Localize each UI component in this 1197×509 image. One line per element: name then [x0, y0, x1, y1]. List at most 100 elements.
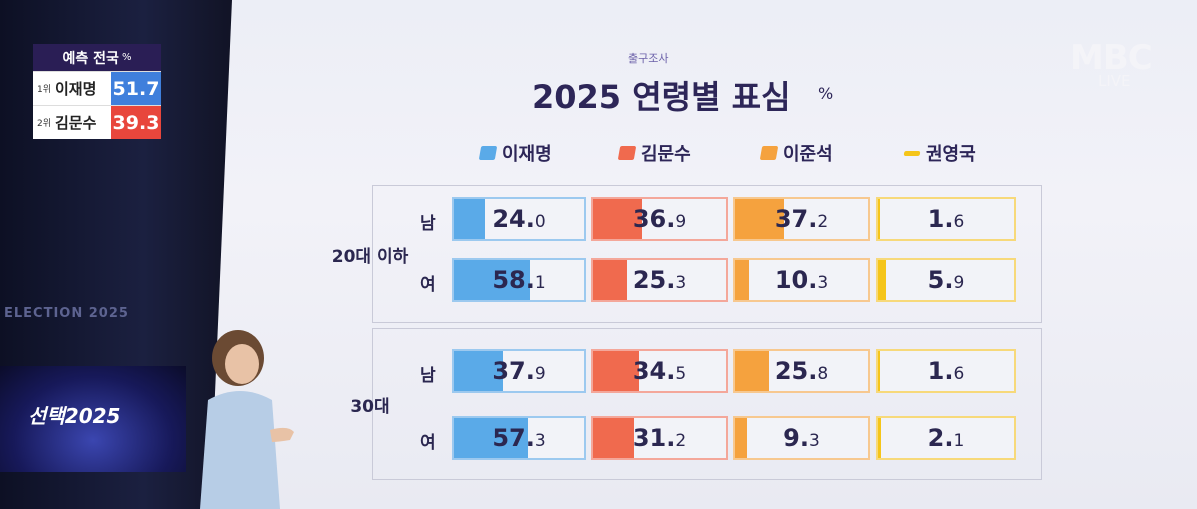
result-value: 1. 6 — [878, 199, 1014, 239]
legend-item: 김문수 — [617, 140, 691, 166]
result-cell: 31. 2 — [591, 416, 728, 460]
monitor-title: 선택2025 — [28, 404, 121, 428]
result-cell: 34. 5 — [591, 349, 728, 393]
result-value: 25. 8 — [735, 351, 868, 391]
value-part: 1 — [953, 431, 965, 451]
result-bar — [593, 199, 643, 239]
result-value: 9. 3 — [735, 418, 868, 458]
result-value: 37. 2 — [735, 199, 868, 239]
result-cell: 37. 2 — [733, 197, 870, 241]
board-unit: % — [818, 84, 834, 103]
value-part: 5. — [927, 266, 954, 294]
rank: 1위 — [36, 85, 51, 95]
legend-item: 이준석 — [759, 140, 833, 166]
candidate-name: 김문수 — [55, 114, 97, 132]
value-part: 24. — [492, 205, 535, 233]
value-part: 3 — [675, 273, 687, 293]
value-part: 6 — [953, 212, 965, 232]
legend-swatch — [759, 146, 779, 160]
value-part: 3 — [809, 431, 820, 451]
score-row: 2위 김문수 39.3 — [33, 105, 161, 139]
vote-share: 39.3 — [111, 106, 161, 139]
scoreboard: 예측 전국 % 1위 이재명 51.7 2위 김문수 39.3 — [33, 44, 161, 139]
board-title: 2025 연령별 표심 — [532, 78, 791, 116]
result-cell: 5. 9 — [876, 258, 1016, 302]
candidate-name: 이재명 — [55, 80, 97, 98]
value-part: 31. — [632, 424, 676, 452]
result-bar — [735, 260, 749, 300]
value-part: 25. — [774, 357, 818, 385]
result-bar — [878, 260, 887, 300]
result-cell: 9. 3 — [733, 416, 870, 460]
value-part: 10. — [774, 266, 818, 294]
value-part: 37. — [774, 205, 818, 233]
result-value: 58. 1 — [454, 260, 584, 300]
value-part: 2 — [817, 212, 829, 232]
stage-monitor: 선택2025 — [0, 366, 186, 472]
result-value: 34. 5 — [593, 351, 726, 391]
result-value: 25. 3 — [593, 260, 726, 300]
result-value: 57. 3 — [454, 418, 584, 458]
stage-text: ELECTION 2025 — [4, 306, 129, 321]
value-part: 9. — [783, 424, 809, 452]
result-value: 36. 9 — [593, 199, 726, 239]
value-part: 36. — [632, 205, 676, 233]
live-label: LIVE — [1098, 72, 1131, 90]
channel-logo: MBC — [1070, 38, 1153, 78]
value-part: 9 — [675, 212, 687, 232]
value-part: 1. — [927, 357, 954, 385]
legend-label: 이준석 — [783, 144, 833, 165]
board-source: 출구조사 — [628, 52, 669, 65]
result-cell: 37. 9 — [452, 349, 586, 393]
result-cell: 1. 6 — [876, 349, 1016, 393]
result-value: 10. 3 — [735, 260, 868, 300]
result-value: 1. 6 — [878, 351, 1014, 391]
legend-label: 이재명 — [502, 144, 552, 165]
group-label: 20대 이하 — [331, 247, 409, 267]
value-part: 37. — [492, 357, 535, 385]
result-bar — [878, 351, 881, 391]
result-cell: 25. 8 — [733, 349, 870, 393]
result-value: 24. 0 — [454, 199, 584, 239]
result-bar — [735, 418, 748, 458]
legend-label: 김문수 — [641, 144, 691, 165]
group-box — [372, 185, 1042, 323]
result-bar — [454, 418, 529, 458]
legend-item: 권영국 — [903, 140, 976, 166]
legend-swatch — [903, 150, 921, 156]
legend-label: 권영국 — [926, 144, 976, 165]
result-cell: 57. 3 — [452, 416, 586, 460]
legend-swatch — [478, 146, 498, 160]
result-bar — [454, 199, 486, 239]
value-part: 0 — [534, 212, 546, 232]
value-part: 57. — [492, 424, 535, 452]
row-label: 여 — [420, 433, 436, 453]
result-bar — [593, 418, 635, 458]
result-bar — [454, 351, 504, 391]
value-part: 2. — [927, 424, 954, 452]
result-bar — [735, 199, 785, 239]
value-part: 34. — [632, 357, 676, 385]
value-part: 9 — [953, 273, 965, 293]
result-bar — [878, 199, 881, 239]
result-cell: 1. 6 — [876, 197, 1016, 241]
value-part: 8 — [817, 364, 829, 384]
result-bar — [454, 260, 530, 300]
value-part: 25. — [632, 266, 676, 294]
group-box — [372, 328, 1042, 480]
value-part: 5 — [675, 364, 687, 384]
result-cell: 25. 3 — [591, 258, 728, 302]
result-cell: 36. 9 — [591, 197, 728, 241]
value-part: 58. — [492, 266, 535, 294]
value-part: 1 — [534, 273, 546, 293]
scoreboard-unit: % — [121, 52, 132, 63]
vote-share: 51.7 — [111, 72, 161, 105]
group-label: 30대 — [350, 397, 390, 417]
presenter — [200, 330, 294, 509]
result-bar — [735, 351, 770, 391]
result-value: 31. 2 — [593, 418, 726, 458]
value-part: 6 — [953, 364, 965, 384]
scoreboard-title: 예측 전국 — [62, 50, 119, 67]
row-label: 남 — [420, 366, 436, 386]
